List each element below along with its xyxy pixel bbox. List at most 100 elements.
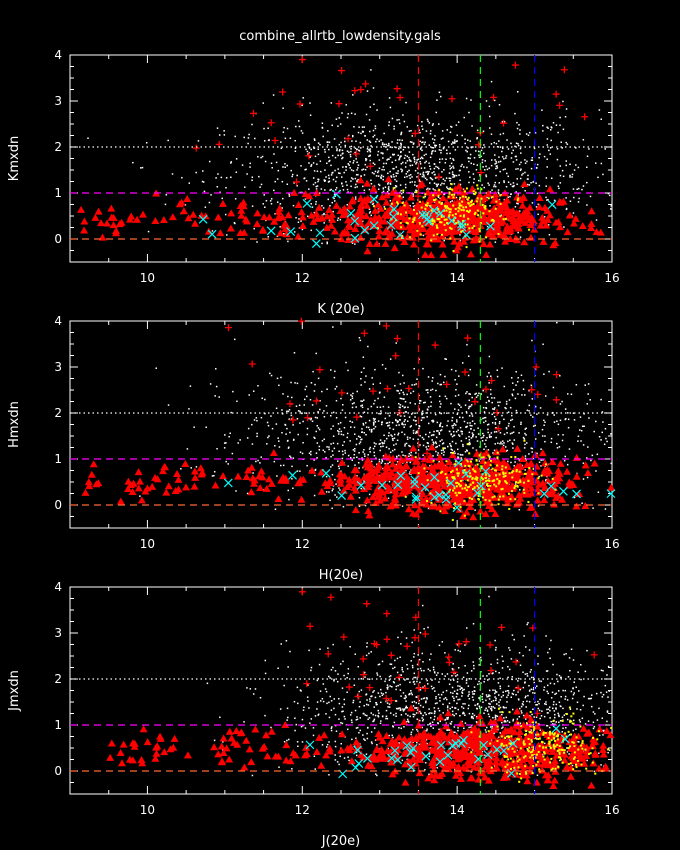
data-point — [251, 123, 253, 126]
data-point — [434, 144, 436, 147]
data-point — [309, 114, 312, 116]
yellow-point — [414, 456, 417, 459]
yellow-point — [438, 189, 441, 192]
data-point — [361, 406, 364, 409]
data-point — [497, 189, 500, 191]
triangle-point — [363, 179, 372, 187]
data-point — [404, 445, 406, 447]
data-point — [333, 447, 336, 450]
data-point — [364, 504, 367, 507]
data-point — [324, 451, 326, 453]
data-point — [409, 426, 412, 428]
yellow-point — [433, 199, 436, 202]
triangle-point — [297, 495, 306, 503]
data-point — [266, 443, 268, 445]
triangle-point — [280, 221, 289, 229]
data-point — [330, 669, 333, 671]
data-point — [423, 174, 425, 176]
data-point — [352, 178, 354, 180]
yellow-point — [406, 222, 409, 225]
plus-point — [552, 396, 560, 404]
data-point — [605, 437, 607, 440]
data-point — [345, 361, 347, 364]
data-point — [437, 183, 440, 185]
data-point — [389, 106, 392, 109]
yellow-point — [411, 221, 414, 224]
data-point — [556, 158, 559, 161]
triangle-point — [482, 217, 491, 225]
data-point — [339, 218, 342, 221]
triangle-point — [468, 477, 477, 485]
data-point — [87, 137, 89, 139]
data-point — [560, 141, 562, 143]
yellow-point — [514, 498, 517, 501]
data-point — [514, 483, 517, 485]
data-point — [485, 165, 487, 168]
data-point — [430, 389, 432, 391]
yellow-point — [452, 219, 455, 222]
data-point — [429, 182, 431, 184]
data-point — [383, 396, 386, 398]
data-point — [494, 159, 496, 161]
data-point — [388, 432, 390, 434]
data-point — [362, 168, 365, 171]
data-point — [397, 154, 399, 157]
triangle-point — [240, 228, 249, 236]
data-point — [406, 436, 409, 438]
yellow-point — [502, 475, 505, 478]
data-point — [365, 654, 368, 657]
data-point — [303, 398, 306, 401]
data-point — [332, 326, 334, 328]
triangle-point — [391, 472, 400, 480]
yellow-point — [433, 220, 436, 223]
data-point — [450, 125, 452, 128]
data-point — [419, 131, 421, 134]
data-point — [402, 423, 404, 426]
data-point — [477, 179, 480, 182]
data-point — [354, 113, 356, 115]
data-point — [394, 185, 397, 187]
data-point — [400, 133, 402, 136]
data-point — [524, 673, 527, 675]
yellow-point — [463, 190, 466, 193]
data-point — [495, 162, 498, 164]
data-point — [387, 497, 390, 500]
yellow-point — [408, 217, 411, 220]
data-point — [606, 440, 608, 443]
data-point — [534, 424, 537, 427]
yellow-point — [504, 474, 507, 477]
data-point — [538, 184, 541, 187]
yellow-point — [460, 204, 463, 207]
plus-point — [360, 329, 368, 337]
data-point — [431, 380, 433, 382]
data-point — [377, 188, 380, 191]
yellow-point — [471, 498, 474, 501]
data-point — [398, 424, 400, 426]
data-point — [421, 121, 423, 123]
data-point — [337, 154, 339, 157]
triangle-point — [497, 460, 506, 468]
data-point — [317, 148, 320, 150]
data-point — [333, 197, 335, 200]
data-point — [451, 425, 453, 427]
data-point — [391, 117, 394, 120]
triangle-point — [148, 482, 157, 490]
data-point — [507, 460, 509, 463]
data-point — [398, 118, 400, 121]
data-point — [439, 429, 442, 432]
plus-point — [369, 387, 377, 395]
data-point — [264, 206, 266, 208]
data-point — [555, 124, 558, 126]
data-point — [468, 393, 470, 395]
data-point — [503, 385, 506, 388]
triangle-point — [115, 220, 124, 228]
data-point — [377, 170, 380, 172]
data-point — [413, 367, 415, 370]
data-point — [354, 243, 356, 245]
data-point — [546, 144, 549, 146]
triangle-point — [552, 218, 561, 226]
yellow-point — [466, 209, 469, 212]
data-point — [353, 433, 356, 435]
data-point — [559, 182, 562, 184]
triangle-point — [250, 476, 259, 484]
